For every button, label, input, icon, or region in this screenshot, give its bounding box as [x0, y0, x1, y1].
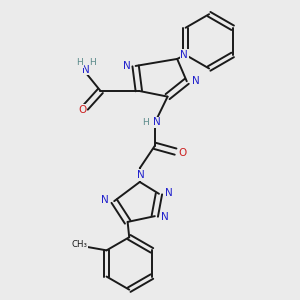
- Text: H: H: [76, 58, 83, 67]
- Text: H: H: [89, 58, 96, 67]
- Text: N: N: [101, 196, 109, 206]
- Text: CH₃: CH₃: [71, 240, 87, 249]
- Text: O: O: [178, 148, 187, 158]
- Text: H: H: [142, 118, 149, 127]
- Text: N: N: [152, 117, 160, 127]
- Text: N: N: [137, 170, 145, 180]
- Text: O: O: [78, 105, 86, 115]
- Text: N: N: [160, 212, 168, 222]
- Text: N: N: [192, 76, 200, 86]
- Text: N: N: [165, 188, 172, 197]
- Text: N: N: [123, 61, 130, 71]
- Text: N: N: [82, 65, 90, 75]
- Text: N: N: [180, 50, 188, 60]
